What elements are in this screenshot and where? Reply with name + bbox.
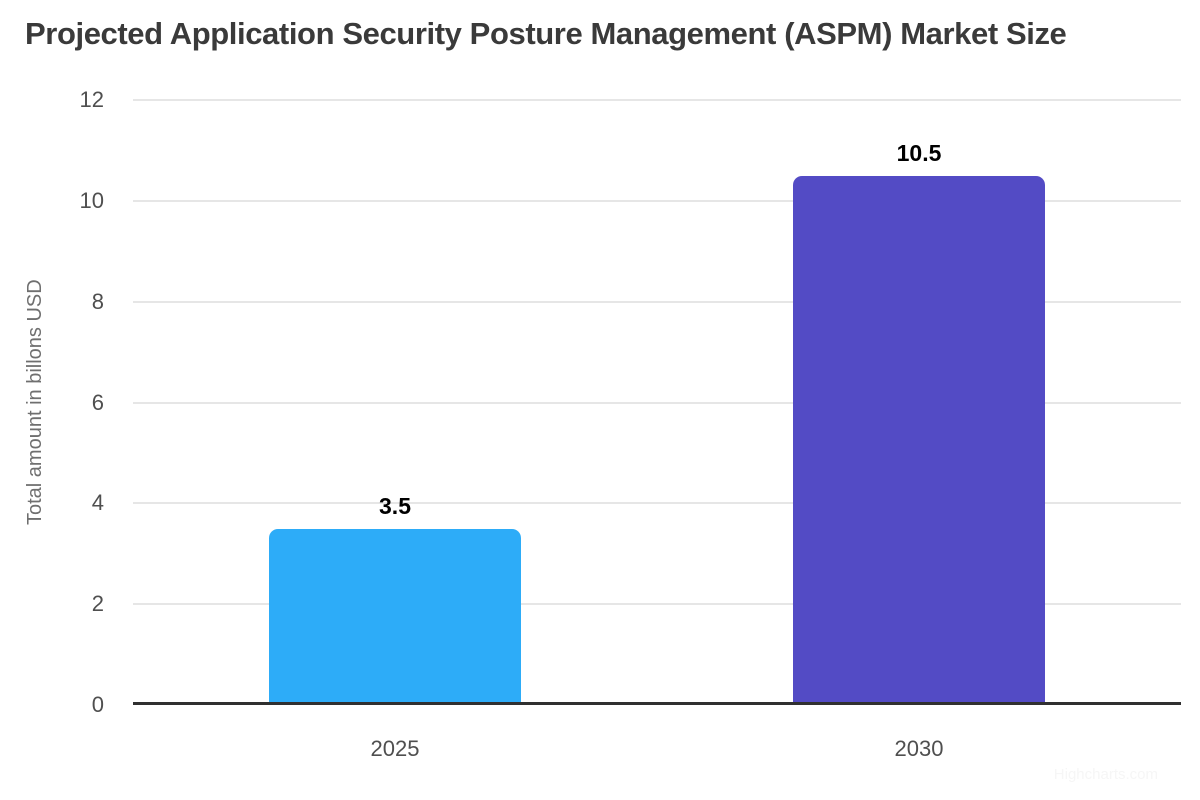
y-tick-label-0: 0 [91,692,104,717]
gridlines [133,99,1181,705]
data-labels: 3.5 10.5 [133,100,1181,705]
chart-title: Projected Application Security Posture M… [25,16,1067,51]
x-axis-category-labels: 2025 2030 [133,736,1181,766]
gridline-y-4 [133,502,1181,505]
x-tick-label-2030: 2030 [894,736,944,761]
data-label-2030: 10.5 [896,139,942,166]
x-tick-label-2025: 2025 [370,736,420,761]
x-axis-line [133,702,1181,705]
gridline-y-12 [133,99,1181,101]
plot-area: 3.5 10.5 [133,99,1181,705]
gridline-y-2 [133,603,1181,606]
y-tick-label-10: 10 [79,187,104,213]
chart-credit-link[interactable]: Highcharts.com [1053,766,1158,783]
y-tick-label-6: 6 [91,389,104,415]
bar-2030[interactable] [792,175,1045,705]
y-tick-label-2: 2 [91,591,104,617]
gridline-y-6 [133,401,1181,404]
y-axis-tick-labels: 0 2 4 6 8 10 12 [0,89,104,716]
y-tick-label-12: 12 [79,87,104,112]
gridline-y-8 [133,300,1181,303]
bar-series [133,100,1181,705]
gridline-y-10 [133,199,1181,202]
y-tick-label-8: 8 [91,288,104,314]
data-label-2025: 3.5 [379,492,411,519]
y-tick-label-4: 4 [91,490,104,516]
bar-2025[interactable] [268,528,521,705]
